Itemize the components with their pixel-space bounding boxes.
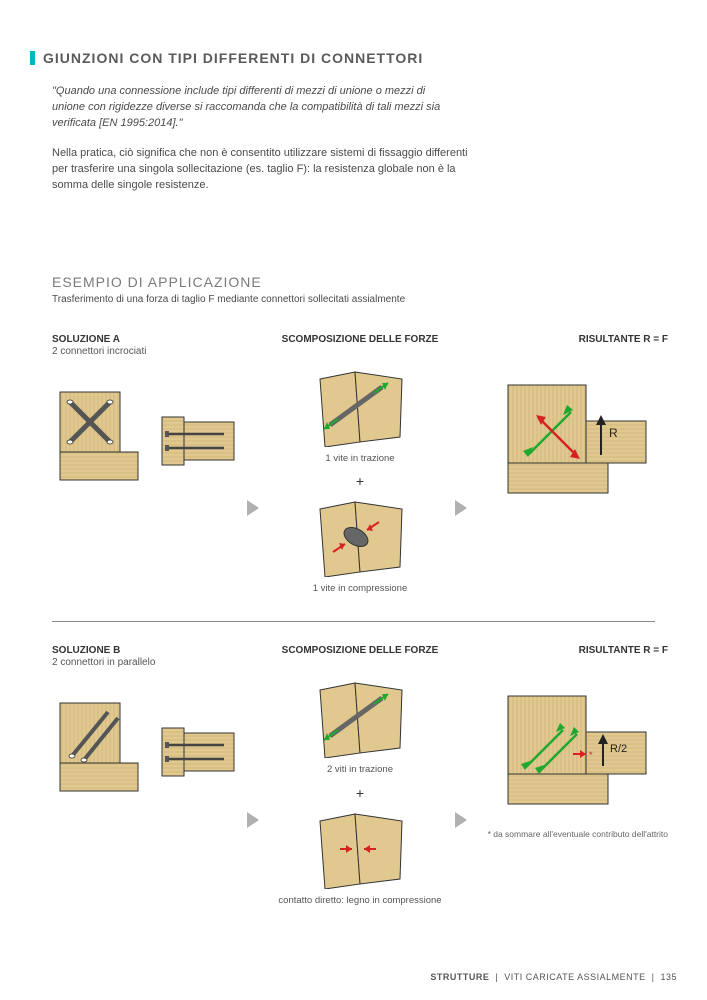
solB-cap2: contatto diretto: legno in compressione (275, 895, 445, 907)
solA-right-diagram: R (483, 367, 668, 512)
plus-symbol: + (275, 785, 445, 801)
solB-title: SOLUZIONE B (52, 644, 237, 657)
solB-right-diagram: * R/2 * da sommare all'eventuale contrib… (483, 678, 668, 839)
solB-right-title: RISULTANTE R = F (483, 644, 668, 657)
footer-b: VITI CARICATE ASSIALMENTE (504, 972, 645, 982)
solB-mid-title: SCOMPOSIZIONE DELLE FORZE (275, 644, 445, 657)
plus-symbol: + (275, 473, 445, 489)
arrow-icon (455, 812, 467, 828)
solA-diagrams: 1 vite in trazione + 1 vite in compressi… (52, 367, 677, 596)
solA-cap2: 1 vite in compressione (275, 583, 445, 595)
footer-page: 135 (660, 972, 677, 982)
quote-text: "Quando una connessione include tipi dif… (52, 84, 452, 132)
page-footer: STRUTTURE | VITI CARICATE ASSIALMENTE | … (430, 972, 677, 982)
solA-sub: 2 connettori incrociati (52, 346, 237, 357)
solA-right-title: RISULTANTE R = F (483, 333, 668, 346)
r-label: R (609, 426, 618, 440)
solA-headers: SOLUZIONE A 2 connettori incrociati SCOM… (52, 333, 677, 357)
solA-left-diagram (52, 367, 237, 502)
accent-bar (30, 51, 35, 65)
arrow-icon (455, 500, 467, 516)
section-desc: Trasferimento di una forza di taglio F m… (52, 294, 677, 305)
solB-cap1: 2 viti in trazione (275, 764, 445, 776)
section-title: ESEMPIO DI APPLICAZIONE (52, 274, 677, 290)
solB-left-diagram (52, 678, 237, 813)
svg-text:*: * (589, 750, 593, 760)
solB-footnote: * da sommare all'eventuale contributo de… (483, 829, 668, 839)
solB-diagrams: 2 viti in trazione + contatto diretto: l… (52, 678, 677, 907)
arrow-icon (247, 812, 259, 828)
solB-sub: 2 connettori in parallelo (52, 657, 237, 668)
page-title: GIUNZIONI CON TIPI DIFFERENTI DI CONNETT… (43, 50, 423, 66)
body-text: Nella pratica, ciò significa che non è c… (52, 146, 472, 194)
svg-text:R/2: R/2 (610, 743, 627, 755)
solA-cap1: 1 vite in trazione (275, 453, 445, 465)
solA-title: SOLUZIONE A (52, 333, 237, 346)
solA-mid-title: SCOMPOSIZIONE DELLE FORZE (275, 333, 445, 346)
solA-mid-diagram: 1 vite in trazione + 1 vite in compressi… (275, 367, 445, 596)
solB-mid-diagram: 2 viti in trazione + contatto diretto: l… (275, 678, 445, 907)
footer-a: STRUTTURE (430, 972, 489, 982)
title-row: GIUNZIONI CON TIPI DIFFERENTI DI CONNETT… (30, 50, 677, 66)
divider (52, 621, 655, 622)
arrow-icon (247, 500, 259, 516)
solB-headers: SOLUZIONE B 2 connettori in parallelo SC… (52, 644, 677, 668)
